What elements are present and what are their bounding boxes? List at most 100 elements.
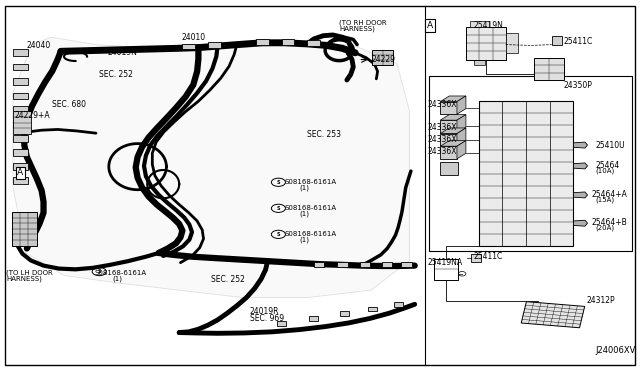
Bar: [382, 262, 392, 267]
Bar: [13, 149, 28, 156]
Polygon shape: [573, 192, 588, 198]
Polygon shape: [440, 128, 466, 134]
Text: SEC. 680: SEC. 680: [52, 100, 86, 109]
Polygon shape: [573, 163, 588, 169]
Text: 24019R: 24019R: [250, 307, 279, 316]
Bar: [471, 254, 481, 262]
Text: 24229: 24229: [371, 55, 396, 64]
Bar: [307, 40, 320, 46]
Bar: [208, 42, 221, 48]
Bar: [12, 212, 37, 246]
Text: 24350P: 24350P: [563, 81, 592, 90]
Bar: [394, 302, 403, 307]
Text: S: S: [97, 269, 101, 274]
Text: 24312P: 24312P: [586, 296, 615, 305]
Bar: [340, 311, 349, 316]
Bar: [466, 27, 506, 60]
Text: HARNESS): HARNESS): [6, 275, 42, 282]
Text: S08168-6161A: S08168-6161A: [285, 205, 337, 211]
Text: 24336X: 24336X: [428, 123, 457, 132]
Text: S08168-6161A: S08168-6161A: [95, 270, 147, 276]
Bar: [372, 50, 393, 65]
Text: 25411C: 25411C: [474, 252, 503, 261]
Text: 24336X: 24336X: [428, 100, 457, 109]
Bar: [521, 302, 585, 328]
Bar: [256, 39, 269, 45]
Text: SEC. 969: SEC. 969: [250, 314, 284, 323]
Bar: [401, 262, 412, 267]
Bar: [360, 262, 370, 267]
Polygon shape: [573, 220, 588, 226]
Text: 25411C: 25411C: [563, 37, 593, 46]
Text: (15A): (15A): [595, 196, 614, 203]
Text: S: S: [276, 180, 280, 185]
Text: (1): (1): [300, 237, 310, 243]
Polygon shape: [440, 96, 466, 102]
Polygon shape: [440, 141, 466, 146]
Text: J24006XV: J24006XV: [595, 346, 636, 355]
Text: 25419N: 25419N: [474, 21, 504, 30]
Text: (1): (1): [112, 276, 122, 282]
Bar: [13, 64, 28, 70]
Polygon shape: [457, 141, 466, 159]
Text: 25464: 25464: [595, 161, 620, 170]
Text: (TO RH DOOR: (TO RH DOOR: [339, 19, 387, 26]
Bar: [13, 163, 28, 170]
Bar: [314, 262, 324, 267]
Text: HARNESS): HARNESS): [339, 25, 375, 32]
Bar: [470, 21, 489, 27]
Bar: [13, 120, 28, 127]
Bar: [182, 44, 195, 49]
Text: 24229+A: 24229+A: [14, 111, 50, 120]
Text: SEC. 253: SEC. 253: [307, 130, 341, 139]
Text: 24040: 24040: [27, 41, 51, 50]
Text: S: S: [276, 206, 280, 211]
Bar: [13, 78, 28, 85]
Bar: [440, 134, 457, 146]
Bar: [534, 58, 564, 80]
Polygon shape: [457, 128, 466, 146]
Bar: [440, 120, 457, 133]
Bar: [368, 307, 377, 311]
Polygon shape: [573, 142, 588, 148]
Polygon shape: [457, 96, 466, 114]
Bar: [429, 76, 632, 251]
Text: 25419NA: 25419NA: [428, 258, 463, 267]
Text: 24336X: 24336X: [428, 147, 457, 156]
Bar: [440, 162, 458, 175]
Bar: [479, 101, 573, 246]
Bar: [337, 262, 348, 267]
Bar: [474, 60, 485, 65]
Text: 24010: 24010: [181, 33, 205, 42]
Bar: [13, 111, 31, 134]
Bar: [506, 33, 518, 53]
Bar: [440, 146, 457, 159]
Text: S08168-6161A: S08168-6161A: [285, 179, 337, 185]
Text: S: S: [276, 232, 280, 237]
Bar: [309, 316, 318, 321]
Bar: [13, 177, 28, 184]
Text: (1): (1): [300, 211, 310, 217]
Bar: [13, 93, 28, 99]
Text: 25410U: 25410U: [595, 141, 625, 150]
Bar: [13, 135, 28, 142]
Text: 25464+A: 25464+A: [591, 190, 627, 199]
Polygon shape: [440, 115, 466, 120]
Bar: [552, 36, 562, 45]
Text: (10A): (10A): [595, 168, 614, 174]
Text: A: A: [427, 21, 433, 30]
Polygon shape: [457, 115, 466, 133]
Text: (TO LH DOOR: (TO LH DOOR: [6, 269, 53, 276]
Bar: [277, 321, 286, 326]
Text: SEC. 252: SEC. 252: [211, 275, 245, 284]
Text: (20A): (20A): [595, 225, 614, 231]
Text: 24336X: 24336X: [428, 135, 457, 144]
Text: S08168-6161A: S08168-6161A: [285, 231, 337, 237]
Bar: [13, 106, 28, 113]
Bar: [13, 49, 28, 56]
Text: A: A: [17, 169, 24, 177]
Text: (1): (1): [300, 184, 310, 191]
Bar: [440, 102, 457, 114]
Text: SEC. 252: SEC. 252: [99, 70, 133, 79]
Text: 25464+B: 25464+B: [591, 218, 627, 227]
